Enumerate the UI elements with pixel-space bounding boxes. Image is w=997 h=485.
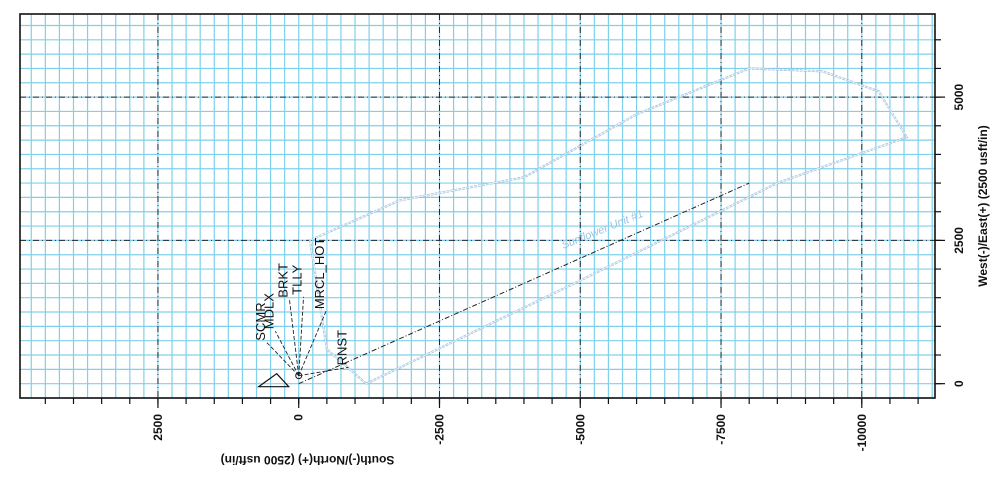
unit-annotation: Sunflower Unit #1 [560, 208, 645, 252]
y-axis-label: West(-)/East(+) (2500 usft/in) [976, 125, 990, 286]
pad-marker [256, 372, 291, 388]
well-label: MDLX [261, 293, 276, 329]
x-tick-label: -10000 [855, 414, 869, 452]
well-leader-line [289, 299, 300, 376]
well-label: RNST [335, 330, 350, 365]
well-label: SCMR [253, 302, 268, 340]
well-label: MRCL_HOT [312, 238, 327, 310]
x-tick-label: 2500 [151, 414, 165, 441]
tick-labels: 2500 0 -2500 -5000 -7500 -10000 0 2500 5000 [151, 83, 966, 451]
x-tick-label: -7500 [714, 414, 728, 445]
x-axis-label: South(-)/North(+) (2500 usft/in) [221, 453, 395, 467]
x-tick-label: 0 [292, 414, 306, 421]
minor-grid [20, 14, 935, 399]
well-label: TLLY [290, 264, 305, 294]
well-leader-line [298, 366, 349, 377]
y-tick-label: 5000 [952, 83, 966, 110]
well-label: BRKT [275, 263, 290, 298]
x-tick-label: -2500 [432, 414, 446, 445]
axis-ticks [44, 39, 945, 408]
major-grid [20, 14, 935, 398]
x-tick-label: -5000 [573, 414, 587, 445]
well-leader-line [298, 296, 304, 376]
y-tick-label: 2500 [952, 227, 966, 254]
y-tick-label: 0 [952, 380, 966, 387]
well-leader-line [274, 331, 300, 376]
plot-frame [19, 13, 936, 399]
unit-boundary-highlight [309, 67, 908, 385]
wellbore-path [298, 182, 750, 385]
well-leader-line [266, 342, 300, 376]
